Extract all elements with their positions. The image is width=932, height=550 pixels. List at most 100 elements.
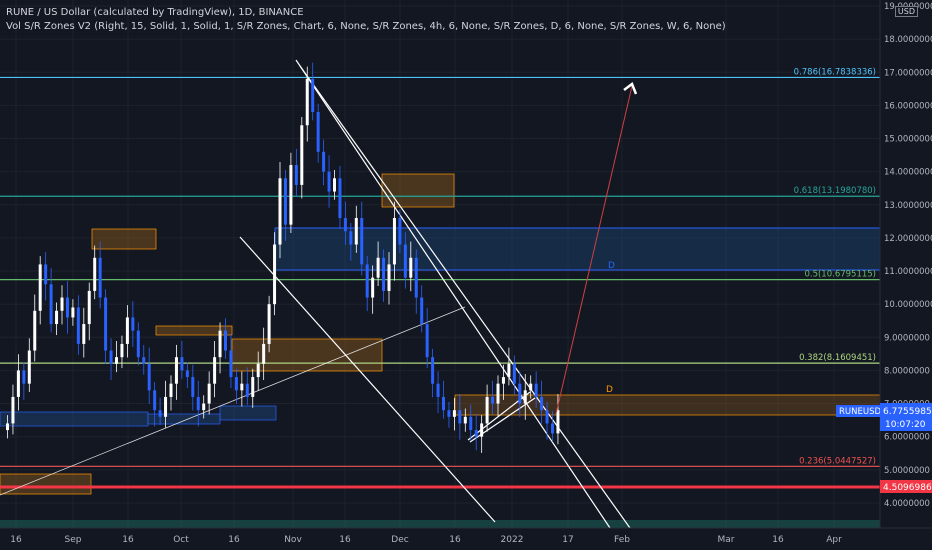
currency-badge[interactable]: USD <box>894 6 918 17</box>
candle-body <box>164 396 168 417</box>
candle-body <box>49 284 53 325</box>
trend-lines <box>0 59 631 529</box>
candle-body <box>469 416 473 431</box>
candle-body <box>523 390 527 404</box>
candle-body <box>403 244 407 278</box>
candle-body <box>294 165 298 185</box>
candle-body <box>545 410 549 424</box>
candle-body <box>474 430 478 437</box>
candle-body <box>551 423 554 434</box>
candle-body <box>360 218 364 265</box>
candle-body <box>147 363 151 391</box>
candle-body <box>414 257 418 298</box>
candle-body <box>109 350 113 364</box>
price-axis-label: 18.0000000 <box>884 35 932 45</box>
time-axis-label: 16 <box>10 535 22 545</box>
price-axis-label: 6.0000000 <box>884 433 930 443</box>
orange-zone-low <box>0 473 92 495</box>
candle-body <box>327 171 331 192</box>
candle-body <box>224 330 227 351</box>
candle-body <box>289 165 293 225</box>
candle-body <box>354 218 358 245</box>
blue-zone-label: D <box>608 261 615 271</box>
candle-body <box>463 416 467 424</box>
candle-body <box>251 377 255 397</box>
candle-body <box>316 112 320 152</box>
candle-body <box>267 304 271 344</box>
projection-arrow <box>555 82 638 415</box>
candle-body <box>420 297 424 325</box>
price-axis-label: 15.0000000 <box>884 135 932 145</box>
candle-body <box>142 357 146 364</box>
price-axis-label: 12.0000000 <box>884 234 932 244</box>
candle-body <box>425 324 429 358</box>
candle-body <box>174 357 178 384</box>
candle-body <box>518 383 522 404</box>
current-price-value: 6.7755985 <box>883 407 932 417</box>
time-axis-label: Nov <box>284 535 302 545</box>
time-axis-label: Feb <box>614 535 630 545</box>
candle-body <box>218 330 222 358</box>
blue-zone-low-3 <box>219 405 277 421</box>
candle-body <box>491 396 495 404</box>
time-axis[interactable]: 16 Sep 16 Oct 16 Nov 16 Dec 16 2022 17 Feb Mar 16 Apr <box>10 535 842 545</box>
time-axis-label: Sep <box>65 535 82 545</box>
candle-body <box>153 390 157 411</box>
candle-body <box>322 151 326 172</box>
candle-body <box>458 410 462 424</box>
candle-body <box>529 383 533 391</box>
orange-zone-top <box>381 173 455 208</box>
current-price-tag: RUNEUSD 6.7755985 10:07:20 <box>836 403 932 431</box>
candle-body <box>278 178 282 245</box>
time-axis-label: Apr <box>826 535 842 545</box>
candle-body <box>158 410 162 417</box>
price-axis-label: 9.0000000 <box>884 333 930 343</box>
candle-body <box>196 396 200 411</box>
candle-body <box>16 370 20 397</box>
price-axis-label: 4.0000000 <box>884 499 930 509</box>
orange-zone-oct <box>155 325 233 336</box>
candle-body <box>185 370 189 378</box>
candle-body <box>55 310 59 325</box>
candle-body <box>6 423 9 431</box>
candle-body <box>409 257 413 278</box>
chart-legend: RUNE / US Dollar (calculated by TradingV… <box>6 6 726 34</box>
trend-line-2 <box>299 65 631 529</box>
countdown-value: 10:07:20 <box>885 420 926 430</box>
orange-zone-label: D <box>606 385 613 395</box>
candle-body <box>38 264 42 311</box>
candle-body <box>387 264 391 291</box>
candle-body <box>283 178 287 225</box>
blue-zone-low-1 <box>0 411 149 427</box>
candle-body <box>245 383 249 397</box>
candle-body <box>540 396 544 411</box>
candle-body <box>398 218 402 245</box>
indicator-title[interactable]: Vol S/R Zones V2 (Right, 15, Solid, 1, S… <box>6 21 726 32</box>
orange-zone-sep <box>91 228 157 250</box>
candle-body <box>376 257 380 278</box>
candle-body <box>44 264 48 285</box>
candle-body <box>447 410 451 417</box>
price-axis-label: 11.0000000 <box>884 267 932 277</box>
fib-levels: 0.786(16.7838336) 0.618(13.1980780) 0.5(10… <box>0 67 880 467</box>
candle-body <box>273 244 277 305</box>
time-axis-label: Mar <box>718 535 735 545</box>
symbol-title[interactable]: RUNE / US Dollar (calculated by TradingV… <box>6 7 304 18</box>
candle-body <box>305 78 309 126</box>
orange-zone-nov <box>231 338 383 372</box>
candle-body <box>392 218 396 265</box>
trend-line-1 <box>295 59 611 529</box>
time-axis-label: Dec <box>391 535 408 545</box>
price-axis-label: 10.0000000 <box>884 300 932 310</box>
fib-label: 0.236(5.0447527) <box>799 456 876 466</box>
candle-body <box>480 423 484 437</box>
svg-text:RUNEUSD: RUNEUSD <box>839 407 881 417</box>
candle-body <box>169 383 173 397</box>
fib-label: 0.786(16.7838336) <box>794 67 876 77</box>
candle-body <box>93 257 97 291</box>
candle-body <box>131 317 135 331</box>
time-axis-label: 2022 <box>501 535 524 545</box>
candle-body <box>213 357 217 384</box>
candle-body <box>365 264 369 298</box>
